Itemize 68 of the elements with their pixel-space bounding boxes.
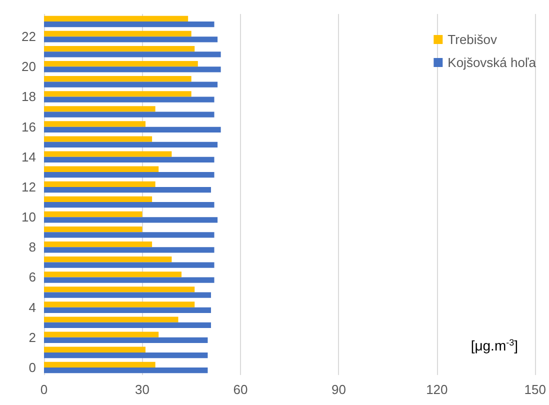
bar [44,61,198,67]
bar [44,126,221,132]
bar [44,277,214,283]
x-tick-label: 150 [524,382,546,397]
bar [44,142,218,148]
bar [44,52,221,58]
bar [44,226,142,232]
y-tick-label: 12 [22,179,36,194]
bar [44,46,195,52]
bar [44,232,214,238]
x-tick-label: 30 [134,382,150,397]
bar [44,262,214,268]
bar [44,121,146,127]
bar [44,91,192,97]
bar [44,166,159,172]
y-tick-label: 8 [28,240,36,255]
x-tick-label: 0 [40,382,48,397]
bar [44,316,178,322]
bar [44,172,214,178]
bar [44,76,192,82]
legend-label: Kojšovská hoľa [448,55,537,70]
y-tick-label: 20 [22,59,36,74]
bar [44,217,218,223]
bar [44,156,214,163]
bar [44,337,208,344]
legend-label: Trebišov [448,32,498,47]
bar [44,302,195,308]
x-tick-label: 60 [233,382,248,397]
bar [44,151,172,157]
bar [44,286,195,292]
bar [44,307,211,313]
bar [44,211,142,218]
bar [44,272,182,278]
bar [44,181,156,187]
y-tick-label: 18 [22,89,36,104]
y-tick-label: 22 [22,29,36,44]
bar [44,196,152,202]
bar [44,96,214,102]
bar [44,292,211,298]
bar [44,332,159,338]
bar [44,16,188,22]
bar [44,82,218,88]
bar [44,346,146,352]
y-tick-label: 0 [28,360,36,375]
bar [44,186,211,193]
x-tick-label: 120 [426,382,448,397]
y-tick-label: 4 [28,300,36,315]
bar [44,242,152,248]
bar [44,106,156,112]
y-tick-label: 14 [22,149,36,164]
x-tick-label: 90 [331,382,346,397]
bar [44,66,221,72]
bar [44,256,172,262]
bar [44,30,192,37]
bar [44,22,214,28]
bar [44,362,156,368]
bar [44,112,214,118]
y-tick-label: 10 [22,210,36,225]
y-tick-label: 16 [22,119,36,134]
bar [44,36,218,42]
bar [44,247,214,253]
bar [44,322,211,328]
y-tick-label: 6 [28,270,36,285]
bar [44,202,214,208]
bar [44,367,208,374]
bar [44,136,152,142]
y-tick-label: 2 [28,330,36,345]
bar [44,352,208,358]
